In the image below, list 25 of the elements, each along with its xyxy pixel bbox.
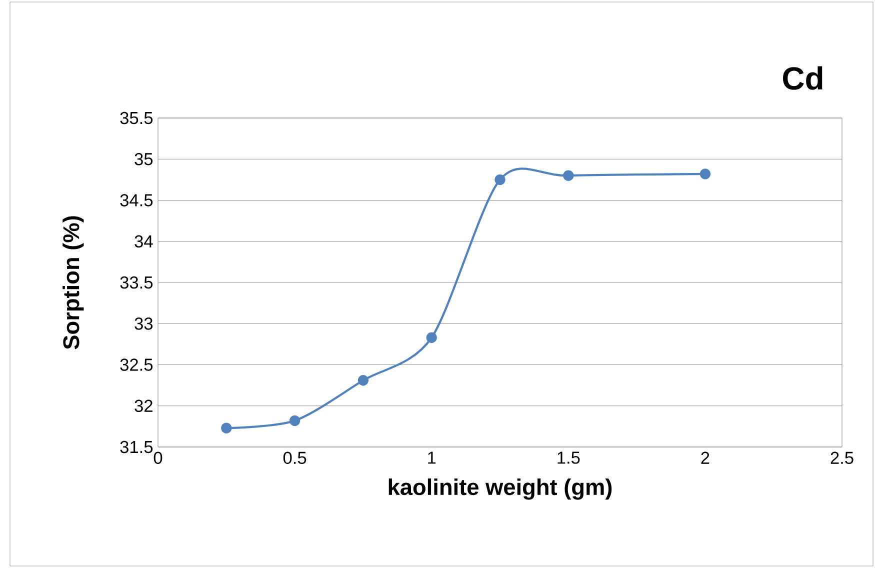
point	[700, 168, 711, 180]
x-tick-label: 0.5	[283, 452, 306, 464]
point	[563, 170, 574, 181]
point	[426, 332, 437, 343]
x-tick-label: 1.5	[558, 452, 580, 464]
point	[358, 375, 369, 386]
point	[289, 415, 300, 426]
point	[494, 174, 506, 186]
x-tick-label: 1	[428, 452, 436, 464]
y-tick-label: 32	[134, 400, 152, 412]
x-tick-label: 2.5	[830, 452, 854, 464]
x-axis-title: kaolinite weight (gm)	[388, 478, 612, 500]
y-tick-label: 33	[134, 317, 153, 330]
y-tick-label: 35.5	[120, 112, 153, 124]
point	[221, 422, 232, 434]
y-tick-label: 31.5	[120, 440, 153, 454]
y-tick-label: 34.5	[120, 194, 153, 206]
y-tick-label: 32.5	[120, 358, 153, 371]
y-tick-label: 33.5	[120, 276, 153, 289]
chart-title: Cd	[782, 66, 822, 90]
y-tick-label: 35	[134, 152, 153, 166]
x-tick-label: 2	[701, 452, 710, 464]
y-tick-label: 34	[134, 235, 153, 248]
x-tick-label: 0	[154, 452, 162, 464]
y-axis-title: Sorption (%)	[62, 216, 84, 350]
